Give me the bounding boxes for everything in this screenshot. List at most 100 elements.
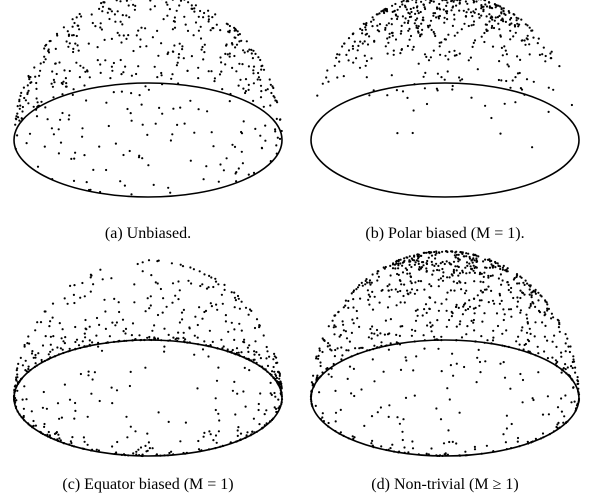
sample-point [436,89,439,92]
sample-point [576,376,579,379]
sample-point [262,105,265,108]
sample-point [156,282,159,285]
sample-point [476,294,479,297]
sample-point [115,321,118,324]
sample-point [371,273,374,276]
sample-point [212,285,215,289]
sample-point [466,2,469,5]
sample-point [465,289,468,292]
sample-point [167,333,170,336]
sample-point [391,31,394,34]
sample-point [73,284,76,287]
sample-point [239,78,242,81]
sample-point [228,31,231,34]
sample-point [177,56,180,59]
sample-point [484,258,487,261]
sample-point [184,23,187,26]
sample-point [445,325,448,328]
sample-point [405,359,408,362]
sample-point [451,24,454,27]
sample-point [43,422,46,426]
sample-point [465,333,468,336]
sample-point [246,346,249,349]
sample-point [108,335,111,338]
sample-point [528,306,531,309]
sample-point [409,280,412,283]
sample-point [190,4,193,7]
sample-point [372,18,375,21]
sample-point [408,38,411,41]
sample-point [395,333,398,336]
sample-point [402,294,405,298]
sample-point [16,389,19,392]
sample-point [414,309,417,312]
sample-point [239,432,243,435]
sample-point [258,324,261,327]
panel: (c) Equator biased (M = 1) [12,259,284,493]
sample-point [572,355,575,358]
sample-point [357,44,360,48]
sample-point [438,41,441,44]
sample-point [86,443,89,446]
sample-point [207,355,210,358]
sample-point [214,397,217,400]
sample-point [371,358,374,361]
sample-point [531,290,534,294]
sample-point [60,81,63,85]
sample-point [510,286,513,290]
sample-point [73,301,76,305]
sample-point [70,441,73,445]
sample-point [503,376,507,379]
sample-point [489,260,492,263]
sample-point [257,76,260,79]
sample-point [177,280,180,283]
sample-point [364,283,367,286]
sample-point [388,404,391,407]
sample-point [421,261,424,264]
sample-point [236,392,239,395]
sample-point [278,371,281,374]
sample-point [171,0,174,1]
sample-point [558,323,561,326]
sample-point [413,394,416,397]
sample-point [352,367,355,370]
sample-point [456,0,459,2]
sample-point [501,18,504,21]
sample-point [78,28,81,31]
sample-point [441,250,444,253]
sample-point [491,339,495,342]
sample-point [166,14,169,17]
sample-point [50,127,54,130]
sample-point [494,266,497,269]
sample-point [279,118,282,121]
sample-point [101,10,104,13]
sample-point [415,355,418,358]
sample-point [20,117,23,120]
sample-point [233,291,236,294]
sample-point [254,127,257,130]
sample-point [33,66,36,69]
sample-point [15,118,18,121]
sample-point [176,61,179,64]
sample-point [246,431,249,434]
sample-point [461,313,464,316]
sample-point [35,87,38,90]
sample-point [390,23,393,26]
sample-point [40,100,43,103]
sample-point [34,356,37,359]
sample-point [510,315,513,318]
sample-point [246,50,249,53]
sample-point [457,260,460,263]
sample-point [447,58,450,61]
sample-point [182,308,185,311]
sample-point [347,49,351,52]
sample-point [116,10,119,13]
sample-point [96,46,99,49]
sample-point [509,387,512,390]
sample-point [245,40,248,43]
sample-point [504,441,507,444]
sample-point [49,320,52,323]
sample-point [400,24,403,27]
sample-point [468,257,472,260]
sample-point [504,20,507,23]
